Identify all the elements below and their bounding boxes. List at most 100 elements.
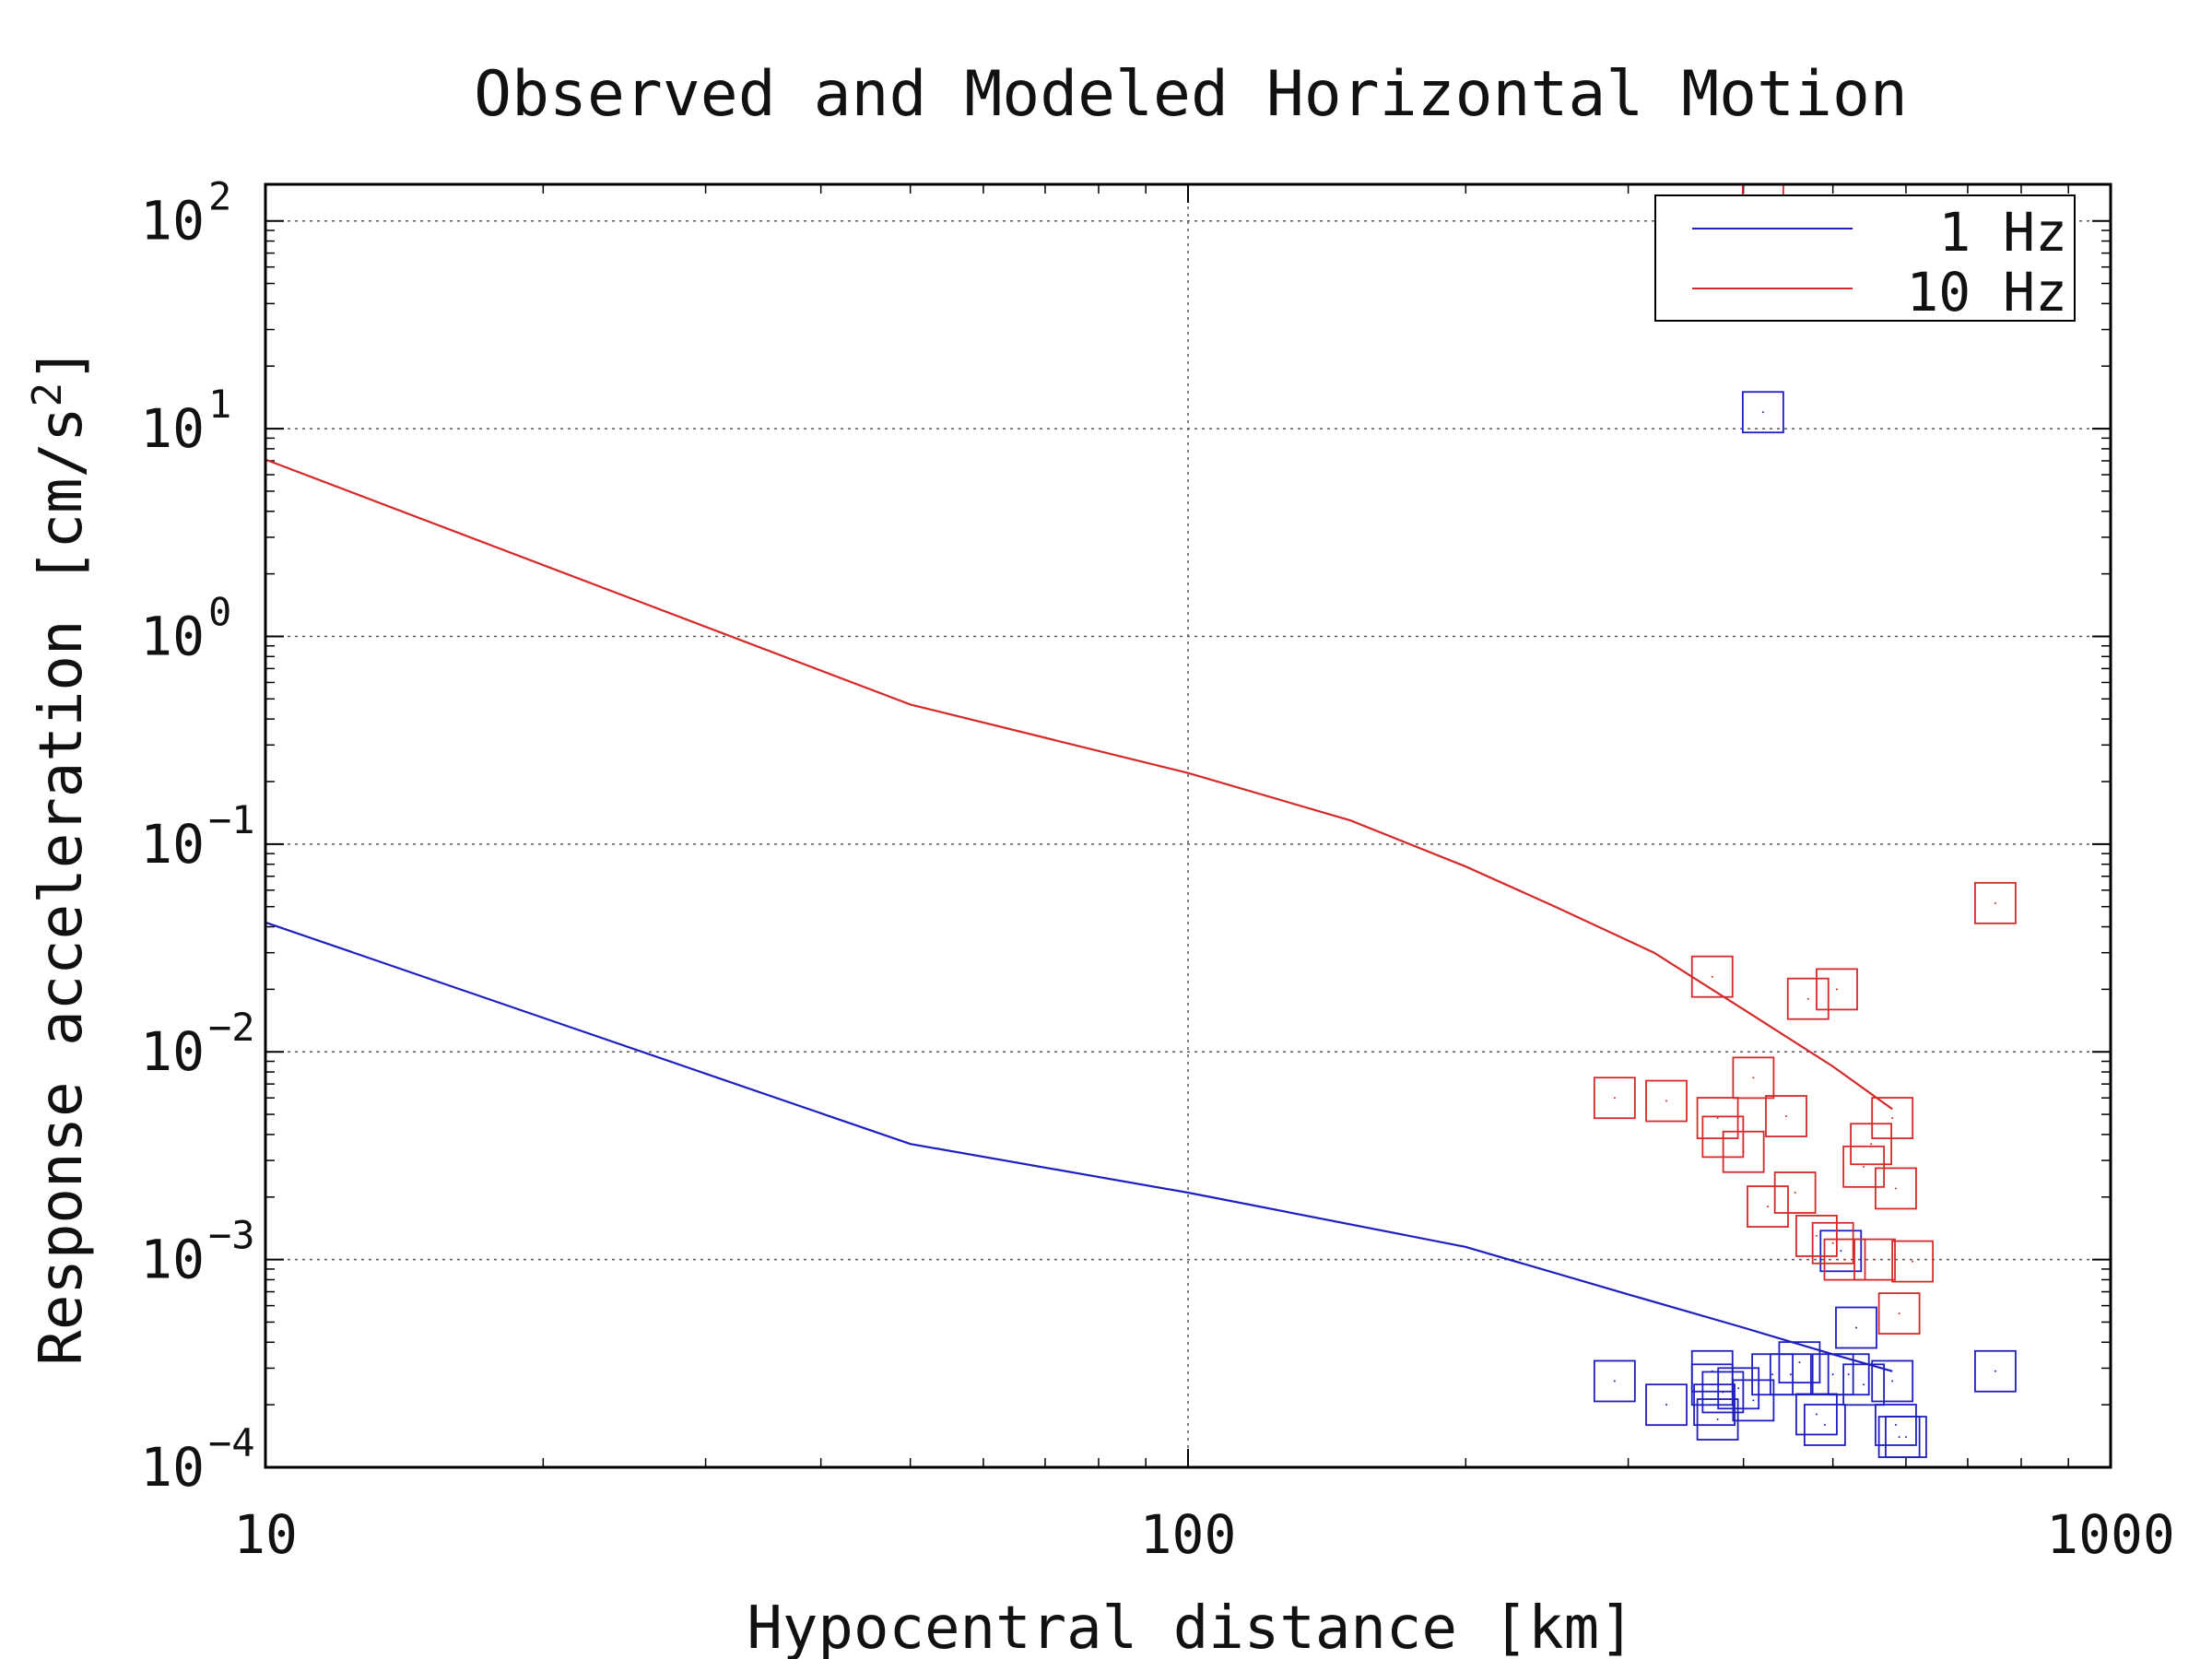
observed-point-10hz (1765, 1095, 1807, 1137)
observed-point-center-1hz (1752, 1399, 1755, 1402)
observed-point-10hz (1877, 1292, 1921, 1335)
y-tick-exponent: −4 (208, 1420, 255, 1465)
observed-point-10hz (1795, 1215, 1838, 1257)
observed-points (1593, 182, 2017, 1458)
observed-point-center-10hz (1613, 1097, 1616, 1100)
observed-point-center-1hz (1847, 1373, 1850, 1376)
legend: 1 Hz 10 Hz (1654, 194, 2076, 324)
y-tick-exponent: −1 (208, 797, 255, 842)
observed-point-1hz (1701, 1371, 1745, 1414)
observed-point-10hz (1732, 1056, 1775, 1100)
x-tick-labels: 10 100 1000 (233, 1503, 2175, 1566)
observed-point-10hz (1853, 1238, 1896, 1281)
observed-point-10hz (1593, 1077, 1636, 1120)
y-tick-label: 10 (140, 190, 205, 253)
observed-point-10hz (1842, 1145, 1886, 1188)
observed-point-10hz (1875, 1167, 1917, 1210)
observed-point-center-1hz (1613, 1380, 1616, 1382)
observed-point-10hz (1773, 1171, 1817, 1214)
observed-point-1hz (1885, 1416, 1927, 1458)
observed-point-1hz (1827, 1353, 1870, 1396)
observed-point-center-1hz (1771, 1373, 1774, 1376)
observed-point-1hz (1593, 1359, 1636, 1403)
observed-point-center-1hz (1761, 411, 1764, 414)
grid (265, 184, 2112, 1468)
y-tick-label: 10 (140, 605, 205, 667)
observed-point-center-1hz (1789, 1373, 1792, 1376)
observed-point-center-10hz (1742, 1150, 1745, 1153)
observed-point-center-1hz (1815, 1413, 1818, 1416)
observed-point-center-10hz (1870, 1143, 1873, 1146)
observed-point-center-1hz (1894, 1423, 1897, 1426)
observed-point-1hz (1819, 1230, 1863, 1273)
observed-point-center-1hz (1891, 1380, 1894, 1382)
model-line-1hz (265, 921, 1893, 1372)
observed-point-center-1hz (1713, 1404, 1716, 1406)
observed-point-10hz (1645, 1079, 1688, 1123)
y-tick-label: 10 (140, 1229, 205, 1291)
observed-point-10hz (1891, 1240, 1935, 1283)
observed-point-center-10hz (1894, 1187, 1897, 1190)
observed-point-center-1hz (1716, 1418, 1719, 1421)
chart-title: Observed and Modeled Horizontal Motion (474, 58, 1908, 131)
observed-point-center-10hz (1831, 1241, 1834, 1244)
observed-point-center-1hz (1737, 1387, 1740, 1390)
observed-point-10hz (1811, 1221, 1854, 1265)
observed-point-10hz (1816, 968, 1858, 1011)
observed-point-10hz (1871, 1097, 1914, 1139)
observed-point-1hz (1645, 1383, 1688, 1427)
observed-point-1hz (1875, 1404, 1917, 1446)
model-lines (265, 458, 1893, 1372)
x-tick-label: 100 (1140, 1503, 1237, 1566)
observed-point-center-1hz (1904, 1436, 1907, 1439)
legend-box (1654, 194, 2076, 322)
observed-point-center-1hz (1840, 1250, 1842, 1253)
y-tick-exponent: 2 (208, 174, 231, 219)
observed-point-center-10hz (1835, 988, 1838, 991)
plot-frame (264, 182, 2112, 1469)
observed-point-center-1hz (1798, 1361, 1801, 1364)
observed-point-1hz (1732, 1379, 1775, 1422)
observed-point-center-1hz (1898, 1436, 1900, 1439)
y-tick-exponent: −3 (208, 1213, 255, 1258)
y-tick-label: 10 (140, 397, 205, 460)
x-tick-label: 1000 (2046, 1503, 2175, 1566)
observed-point-10hz (1747, 1185, 1789, 1228)
observed-point-center-10hz (1815, 1234, 1818, 1237)
observed-point-1hz (1803, 1404, 1846, 1446)
observed-point-center-10hz (1716, 1117, 1719, 1120)
observed-point-center-10hz (1994, 901, 1996, 904)
observed-point-center-1hz (1855, 1326, 1858, 1329)
observed-point-10hz (1823, 1238, 1866, 1281)
observed-point-center-10hz (1711, 975, 1713, 978)
observed-point-center-10hz (1767, 1206, 1770, 1208)
observed-point-center-1hz (1831, 1373, 1834, 1376)
observed-point-1hz (1842, 1363, 1886, 1406)
observed-point-center-1hz (1863, 1383, 1865, 1386)
y-tick-label: 10 (140, 1020, 205, 1083)
observed-point-1hz (1717, 1367, 1760, 1410)
observed-point-10hz (1786, 977, 1830, 1020)
x-tick-label: 10 (233, 1503, 298, 1566)
observed-point-10hz (1722, 1130, 1765, 1173)
y-tick-exponent: 1 (208, 382, 231, 427)
observed-point-10hz (1850, 1123, 1893, 1166)
observed-point-10hz (1696, 1097, 1739, 1139)
y-tick-exponent: −2 (208, 1005, 255, 1050)
observed-point-center-1hz (1665, 1404, 1668, 1406)
observed-point-center-1hz (1722, 1391, 1724, 1394)
observed-point-1hz (1974, 1349, 2017, 1393)
y-axis-label: Response acceleration [cm/s2] (24, 347, 96, 1365)
observed-point-10hz (1974, 881, 2017, 924)
legend-label-10hz: 10 Hz (1906, 261, 2067, 324)
observed-point-center-10hz (1898, 1312, 1900, 1315)
observed-point-center-10hz (1863, 1165, 1865, 1168)
observed-point-center-10hz (1806, 997, 1809, 1000)
observed-point-center-1hz (1994, 1370, 1996, 1372)
observed-point-center-1hz (1823, 1423, 1826, 1426)
observed-point-center-10hz (1752, 1077, 1755, 1079)
y-tick-label: 10 (140, 813, 205, 876)
observed-point-1hz (1693, 1383, 1736, 1427)
